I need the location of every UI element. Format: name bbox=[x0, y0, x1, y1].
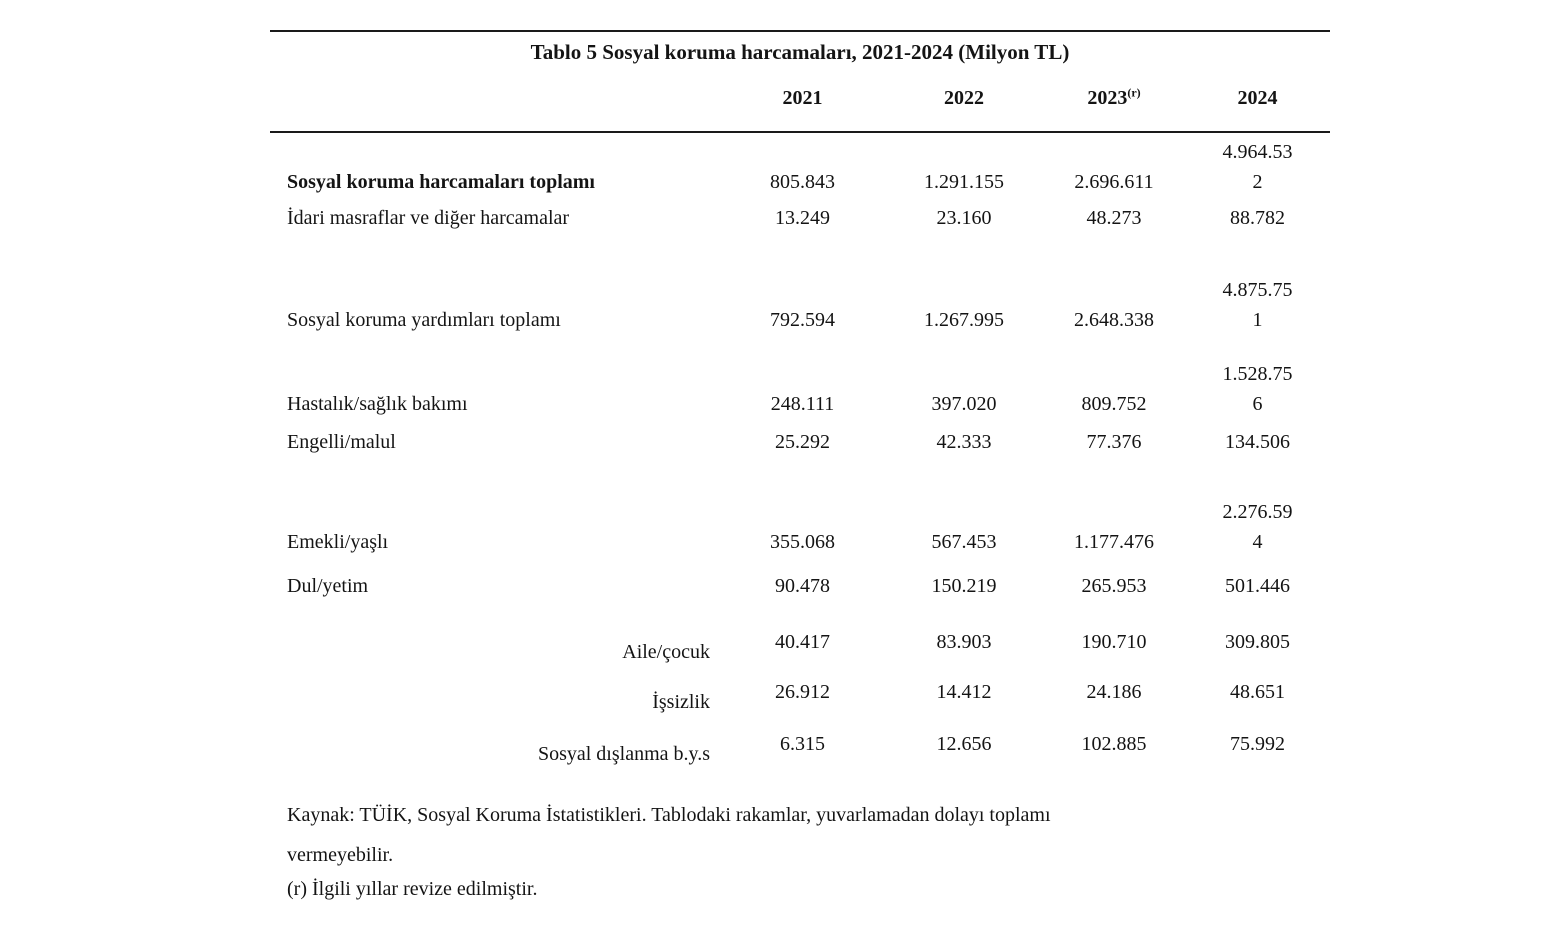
cell-value: 501.446 bbox=[1225, 575, 1290, 597]
cell-value: 23.160 bbox=[936, 207, 992, 229]
cell-value: 805.843 bbox=[770, 171, 835, 193]
cell-value: 792.594 bbox=[770, 309, 835, 331]
row-label: Aile/çocuk bbox=[622, 641, 710, 663]
table-notes: Kaynak: TÜİK, Sosyal Koruma İstatistikle… bbox=[287, 795, 1330, 903]
cell-value: 42.333 bbox=[936, 431, 992, 453]
cell-value: 567.453 bbox=[931, 531, 997, 553]
cell-value: 48.273 bbox=[1086, 207, 1142, 229]
cell-value: 12.656 bbox=[936, 733, 992, 755]
cell-value: 13.249 bbox=[775, 207, 830, 229]
column-header-2024: 2024 bbox=[1237, 87, 1278, 109]
table-row: Aile/çocuk 40.417 83.903 190.710 309.805 bbox=[270, 627, 1330, 663]
table-row: Sosyal koruma yardımları toplamı 792.594… bbox=[270, 275, 1330, 335]
table-row: Sosyal koruma harcamaları toplamı 805.84… bbox=[270, 137, 1330, 197]
table-row: İdari masraflar ve diğer harcamalar 13.2… bbox=[270, 203, 1330, 233]
cell-value: 809.752 bbox=[1081, 393, 1147, 415]
table-row: Hastalık/sağlık bakımı 248.111 397.020 8… bbox=[270, 359, 1330, 419]
cell-value: 150.219 bbox=[931, 575, 997, 597]
cell-value: 1.291.155 bbox=[924, 171, 1004, 193]
cell-value: 14.412 bbox=[936, 681, 992, 703]
cell-value: 1.528.75 6 bbox=[1222, 363, 1293, 415]
cell-value: 90.478 bbox=[775, 575, 830, 597]
cell-value: 2.648.338 bbox=[1074, 309, 1154, 331]
cell-value: 48.651 bbox=[1230, 681, 1285, 703]
cell-value: 2.276.59 4 bbox=[1222, 501, 1293, 553]
cell-value: 1.177.476 bbox=[1074, 531, 1154, 553]
cell-value: 1.267.995 bbox=[924, 309, 1004, 331]
table-header-row: 2021 2022 2023(r) 2024 bbox=[270, 83, 1330, 113]
header-separator-rule bbox=[270, 131, 1330, 133]
cell-value: 88.782 bbox=[1230, 207, 1285, 229]
cell-value: 40.417 bbox=[775, 631, 830, 653]
cell-value: 309.805 bbox=[1225, 631, 1290, 653]
cell-value: 77.376 bbox=[1086, 431, 1142, 453]
row-label: İdari masraflar ve diğer harcamalar bbox=[287, 207, 570, 229]
cell-value: 248.111 bbox=[770, 393, 835, 415]
row-label: Dul/yetim bbox=[287, 575, 369, 597]
column-header-2023: 2023(r) bbox=[1043, 83, 1185, 113]
top-rule bbox=[270, 30, 1330, 32]
row-label: Sosyal koruma yardımları toplamı bbox=[287, 309, 561, 331]
cell-value: 26.912 bbox=[775, 681, 830, 703]
cell-value: 397.020 bbox=[931, 393, 997, 415]
table-title: Tablo 5 Sosyal koruma harcamaları, 2021-… bbox=[530, 40, 1070, 64]
cell-value: 190.710 bbox=[1081, 631, 1147, 653]
cell-value: 6.315 bbox=[780, 733, 825, 755]
cell-value: 4.964.53 2 bbox=[1222, 141, 1293, 193]
cell-value: 24.186 bbox=[1086, 681, 1142, 703]
row-label: Sosyal koruma harcamaları toplamı bbox=[287, 171, 595, 193]
table-row: Engelli/malul 25.292 42.333 77.376 134.5… bbox=[270, 427, 1330, 457]
table-row: İşsizlik 26.912 14.412 24.186 48.651 bbox=[270, 677, 1330, 713]
statistics-table: Tablo 5 Sosyal koruma harcamaları, 2021-… bbox=[270, 0, 1330, 903]
cell-value: 265.953 bbox=[1081, 575, 1147, 597]
table-row: Dul/yetim 90.478 150.219 265.953 501.446 bbox=[270, 571, 1330, 601]
column-header-2022: 2022 bbox=[944, 87, 984, 109]
cell-value: 75.992 bbox=[1230, 733, 1285, 755]
revision-superscript: (r) bbox=[1127, 85, 1141, 100]
table-row: Sosyal dışlanma b.y.s 6.315 12.656 102.8… bbox=[270, 729, 1330, 765]
source-note: Kaynak: TÜİK, Sosyal Koruma İstatistikle… bbox=[287, 804, 1051, 866]
revision-note: (r) İlgili yıllar revize edilmiştir. bbox=[287, 878, 538, 900]
cell-value: 2.696.611 bbox=[1074, 171, 1154, 193]
cell-value: 4.875.75 1 bbox=[1222, 279, 1293, 331]
table-row: Emekli/yaşlı 355.068 567.453 1.177.476 2… bbox=[270, 497, 1330, 557]
column-header-2023-year: 2023 bbox=[1087, 87, 1128, 109]
cell-value: 25.292 bbox=[775, 431, 830, 453]
row-label: Sosyal dışlanma b.y.s bbox=[537, 743, 710, 765]
row-label: İşsizlik bbox=[652, 691, 710, 713]
column-header-2021: 2021 bbox=[782, 87, 823, 109]
row-label: Emekli/yaşlı bbox=[287, 531, 389, 553]
cell-value: 134.506 bbox=[1225, 431, 1290, 453]
cell-value: 83.903 bbox=[936, 631, 992, 653]
row-label: Engelli/malul bbox=[287, 431, 396, 453]
row-label: Hastalık/sağlık bakımı bbox=[287, 393, 468, 415]
cell-value: 102.885 bbox=[1081, 733, 1147, 755]
cell-value: 355.068 bbox=[770, 531, 835, 553]
